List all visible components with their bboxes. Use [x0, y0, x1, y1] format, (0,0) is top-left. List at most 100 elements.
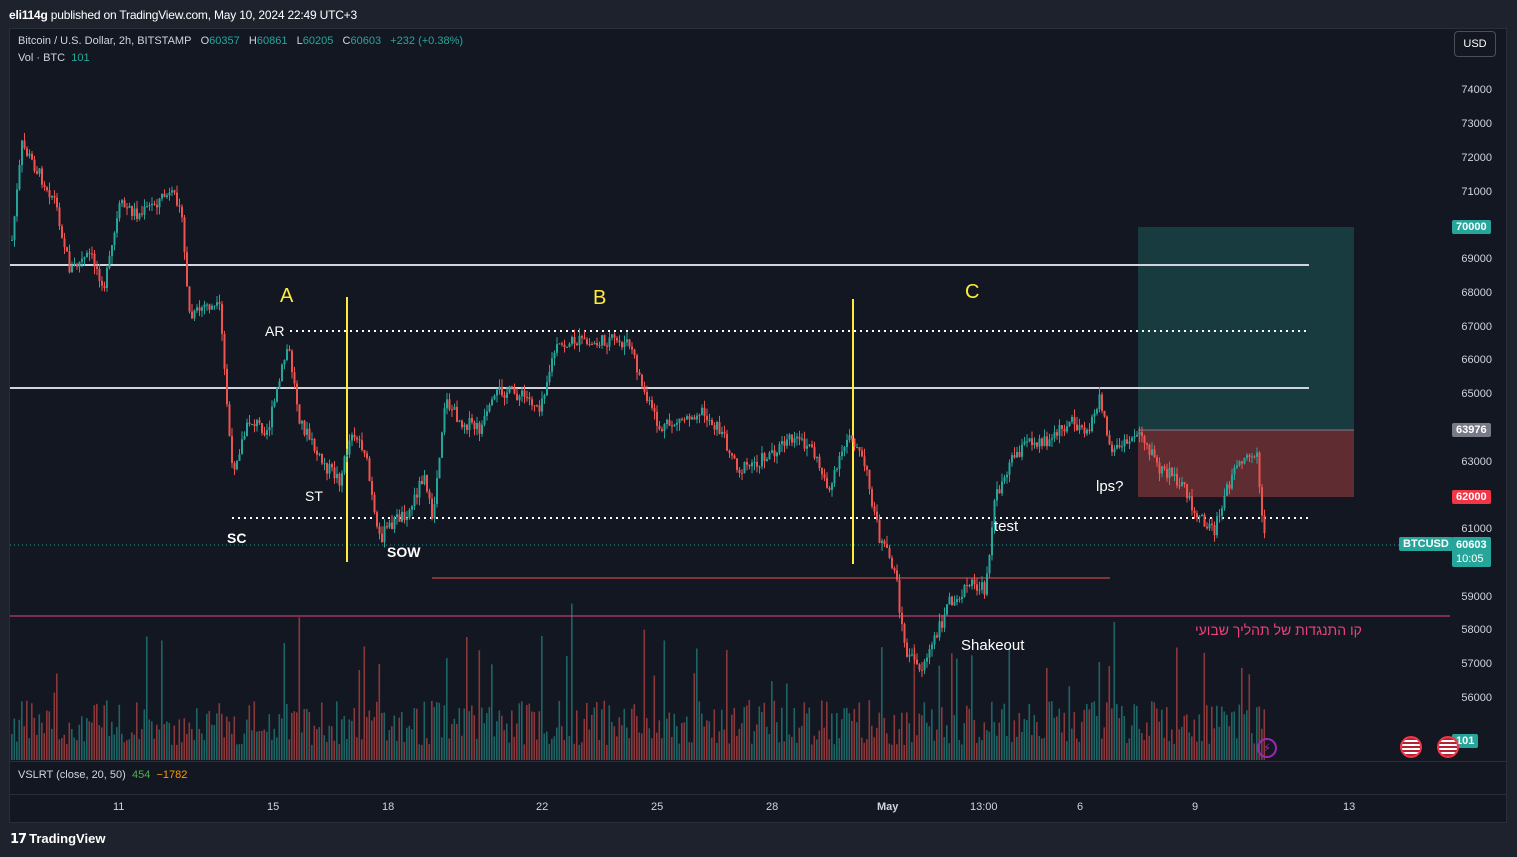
candle-body	[456, 406, 458, 422]
volume-bar	[1088, 709, 1091, 760]
volume-bar	[496, 721, 498, 760]
label-sow[interactable]: SOW	[387, 544, 421, 560]
volume-bar	[1003, 703, 1006, 760]
volume-bar	[748, 700, 751, 760]
candle-body	[858, 447, 861, 451]
volume-bar	[421, 744, 423, 760]
label-shakeout[interactable]: Shakeout	[961, 637, 1025, 654]
volume-bar	[771, 681, 773, 760]
volume-bar	[76, 740, 78, 760]
candle-body	[1108, 435, 1111, 445]
volume-bar	[966, 705, 968, 760]
volume-bar	[303, 709, 306, 760]
candle-body	[813, 447, 816, 459]
candle-body	[231, 435, 233, 464]
pane-separator[interactable]	[10, 761, 1506, 762]
candle-body	[38, 168, 41, 174]
label-sc[interactable]: SC	[227, 530, 247, 546]
volume-bar	[123, 742, 126, 760]
time-tick: 28	[766, 801, 779, 813]
candle-body	[336, 473, 338, 479]
volume-bar	[643, 629, 646, 760]
volume-bar	[608, 705, 611, 760]
volume-bar	[481, 707, 483, 760]
publisher-text: eli114g published on TradingView.com, Ma…	[9, 8, 357, 22]
volume-bar	[428, 744, 431, 760]
volume-bar	[806, 713, 808, 760]
volume-bar	[388, 730, 391, 760]
volume-bar	[436, 702, 438, 760]
candle-body	[981, 582, 983, 590]
volume-bar	[18, 719, 21, 760]
volume-bar	[243, 733, 246, 760]
candle-body	[228, 404, 231, 436]
volume-bar	[186, 733, 188, 760]
volume-bar	[298, 617, 301, 760]
volume-bar	[131, 732, 133, 760]
candle-body	[498, 386, 501, 390]
label-ar[interactable]: AR	[265, 323, 285, 339]
currency-button[interactable]: USD	[1454, 31, 1496, 57]
chart-frame[interactable]	[9, 28, 1507, 823]
volume-bar	[518, 703, 521, 760]
candle-body	[313, 438, 316, 451]
volume-bar	[463, 708, 466, 760]
candle-body	[333, 467, 336, 479]
candle-body	[651, 400, 653, 409]
candle-body	[876, 511, 878, 520]
label-resistance[interactable]: קו התנגדות של תהליך שבועי	[1195, 622, 1362, 638]
us-flag-icon-2[interactable]	[1437, 736, 1459, 758]
candle-body	[891, 557, 893, 569]
candle-body	[1078, 425, 1081, 431]
candle-body	[218, 302, 221, 305]
volume-bar	[556, 727, 558, 760]
volume-bar	[663, 640, 666, 760]
candle-body	[836, 468, 838, 470]
candle-body	[971, 579, 973, 587]
candle-body	[1181, 481, 1183, 486]
candle-body	[1161, 466, 1163, 474]
volume-bar	[1016, 736, 1018, 760]
volume-bar	[438, 702, 441, 760]
label-lps[interactable]: lps?	[1096, 478, 1124, 495]
volume-bar	[263, 729, 266, 760]
volume-bar	[601, 709, 603, 760]
candle-body	[236, 460, 238, 470]
candle-body	[1153, 449, 1156, 458]
volume-bar	[246, 719, 248, 760]
candle-body	[191, 311, 193, 319]
lightning-icon[interactable]: ⚡	[1257, 738, 1277, 758]
candle-body	[356, 437, 358, 440]
volume-bar	[593, 707, 596, 760]
candle-body	[1246, 455, 1248, 458]
phase-label-a[interactable]: A	[280, 285, 294, 307]
volume-bar	[1043, 737, 1046, 760]
volume-bar	[666, 718, 668, 760]
label-st[interactable]: ST	[305, 488, 323, 504]
volume-bar	[876, 727, 878, 760]
candle-body	[251, 423, 253, 425]
volume-bar	[611, 722, 613, 760]
volume-bar	[851, 720, 853, 760]
candle-body	[646, 391, 648, 401]
volume-bar	[1253, 743, 1256, 760]
candle-body	[916, 659, 918, 665]
candle-body	[496, 389, 498, 396]
volume-bar	[1218, 726, 1221, 760]
candle-body	[126, 207, 128, 209]
candle-body	[1126, 439, 1128, 444]
phase-label-c[interactable]: C	[965, 281, 980, 303]
phase-label-b[interactable]: B	[593, 287, 607, 309]
candle-body	[1031, 438, 1033, 445]
volume-bar	[198, 728, 201, 760]
volume-bar	[576, 710, 578, 760]
label-test[interactable]: test	[994, 518, 1019, 535]
candle-body	[156, 204, 158, 208]
us-flag-icon[interactable]	[1400, 736, 1422, 758]
candle-body	[136, 208, 138, 219]
volume-bar	[1251, 733, 1253, 760]
tradingview-brand[interactable]: 𝟭𝟳 TradingView	[10, 831, 105, 847]
volume-bar	[923, 702, 926, 760]
volume-bar	[716, 742, 718, 760]
